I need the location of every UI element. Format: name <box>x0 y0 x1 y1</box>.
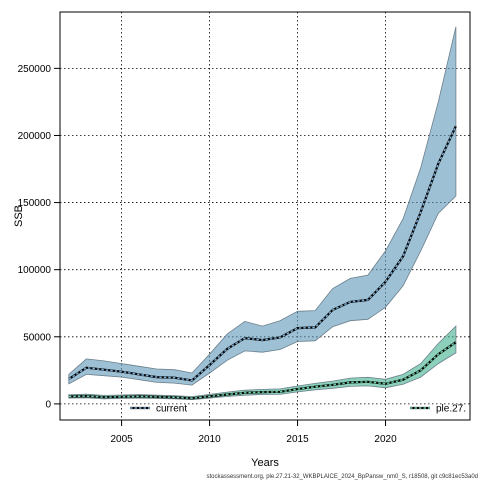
legend-label-2: ple.27. <box>436 404 466 415</box>
y-tick-label: 250000 <box>18 64 52 75</box>
x-axis: 2005 2010 2015 2020 <box>110 420 397 445</box>
x-tick-label: 2015 <box>286 434 309 445</box>
y-tick-label: 150000 <box>18 198 52 209</box>
y-axis-title: SSB <box>13 205 25 227</box>
legend: current ple.27. <box>130 404 466 415</box>
series-line-2 <box>68 341 457 400</box>
x-tick-label: 2020 <box>374 434 397 445</box>
y-tick-label: 0 <box>45 399 51 410</box>
y-tick-label: 200000 <box>18 131 52 142</box>
legend-label-1: current <box>156 404 187 415</box>
x-axis-title: Years <box>251 457 279 469</box>
x-tick-label: 2005 <box>110 434 133 445</box>
series-line-1 <box>68 125 457 382</box>
confidence-bands <box>68 26 457 401</box>
series-lines <box>68 125 457 400</box>
x-tick-label: 2010 <box>198 434 221 445</box>
y-tick-label: 100000 <box>18 265 52 276</box>
y-tick-label: 50000 <box>23 332 51 343</box>
caption: stockassessment.org, ple.27.21-32_WKBPLA… <box>207 474 479 480</box>
plot-frame <box>59 11 471 421</box>
confidence-band-1 <box>68 26 457 386</box>
y-axis: 0 50000 100000 150000 200000 250000 <box>18 64 60 410</box>
